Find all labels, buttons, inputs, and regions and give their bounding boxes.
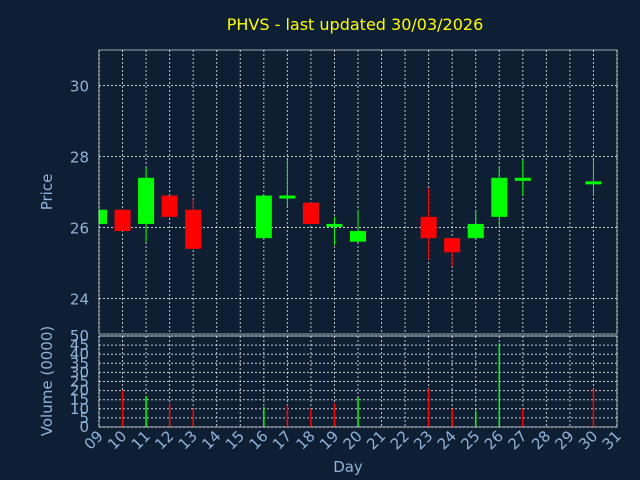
candle-body — [185, 209, 202, 249]
candle-body — [585, 181, 602, 185]
price-panel: 24 26 28 30 — [70, 49, 618, 335]
x-tick-label: 12 — [151, 427, 177, 453]
volume-tick-label: 20 — [70, 382, 89, 400]
candle-body — [514, 177, 531, 181]
volume-tick-label: 50 — [70, 327, 89, 345]
x-tick-label: 16 — [245, 427, 271, 453]
volume-tick-label: 5 — [79, 409, 89, 427]
candle-body — [279, 195, 296, 199]
x-tick-label: 24 — [434, 427, 460, 453]
x-tick-label: 10 — [104, 427, 130, 453]
volume-tick-label: 45 — [70, 336, 89, 354]
x-tick-label: 17 — [269, 427, 295, 453]
x-tick-labels: 0910111213141516171819202122232425262728… — [81, 427, 625, 453]
x-tick-label: 27 — [504, 427, 530, 453]
candle-body — [444, 238, 461, 253]
candle-body — [99, 209, 107, 224]
price-tick-label: 30 — [70, 78, 89, 96]
candle-body — [326, 223, 343, 227]
x-tick-label: 26 — [481, 427, 507, 453]
x-tick-label: 13 — [175, 427, 201, 453]
x-tick-label: 30 — [575, 427, 601, 453]
x-tick-label: 23 — [410, 427, 436, 453]
x-tick-label: 22 — [387, 427, 413, 453]
candle-body — [491, 177, 508, 217]
price-tick-label: 26 — [70, 220, 89, 238]
x-tick-label: 11 — [128, 427, 154, 453]
volume-tick-label: 0 — [79, 418, 89, 436]
volume-tick-label: 35 — [70, 354, 89, 372]
price-tick-label: 28 — [70, 149, 89, 167]
day-axis-label: Day — [333, 458, 363, 476]
x-tick-label: 20 — [340, 427, 366, 453]
x-tick-label: 15 — [222, 427, 248, 453]
candle-body — [420, 216, 437, 239]
volume-tick-label: 30 — [70, 363, 89, 381]
chart-title: PHVS - last updated 30/03/2026 — [227, 15, 484, 34]
candle-body — [255, 195, 272, 239]
volume-tick-label: 15 — [70, 391, 89, 409]
volume-axis-label: Volume (0000) — [38, 326, 56, 436]
candle-body — [350, 231, 366, 242]
price-plot-frame — [98, 49, 618, 335]
x-tick-label: 21 — [363, 427, 389, 453]
candle-body — [161, 195, 178, 217]
x-tick-label: 29 — [552, 427, 578, 453]
x-tick-label: 28 — [528, 427, 554, 453]
x-tick-label: 19 — [316, 427, 342, 453]
candle-body — [114, 209, 131, 232]
x-tick-label: 14 — [198, 427, 224, 453]
volume-tick-label: 40 — [70, 345, 89, 363]
x-tick-label: 18 — [293, 427, 319, 453]
candle-body — [302, 202, 319, 224]
candle-body — [138, 177, 155, 224]
candle-body — [467, 223, 484, 239]
volume-tick-label: 10 — [70, 400, 89, 418]
volume-plot-frame — [98, 335, 618, 428]
price-axis-label: Price — [38, 174, 56, 211]
volume-tick-label: 25 — [70, 373, 89, 391]
x-tick-label: 31 — [599, 427, 625, 453]
x-tick-label: 25 — [457, 427, 483, 453]
price-tick-label: 24 — [70, 291, 89, 309]
